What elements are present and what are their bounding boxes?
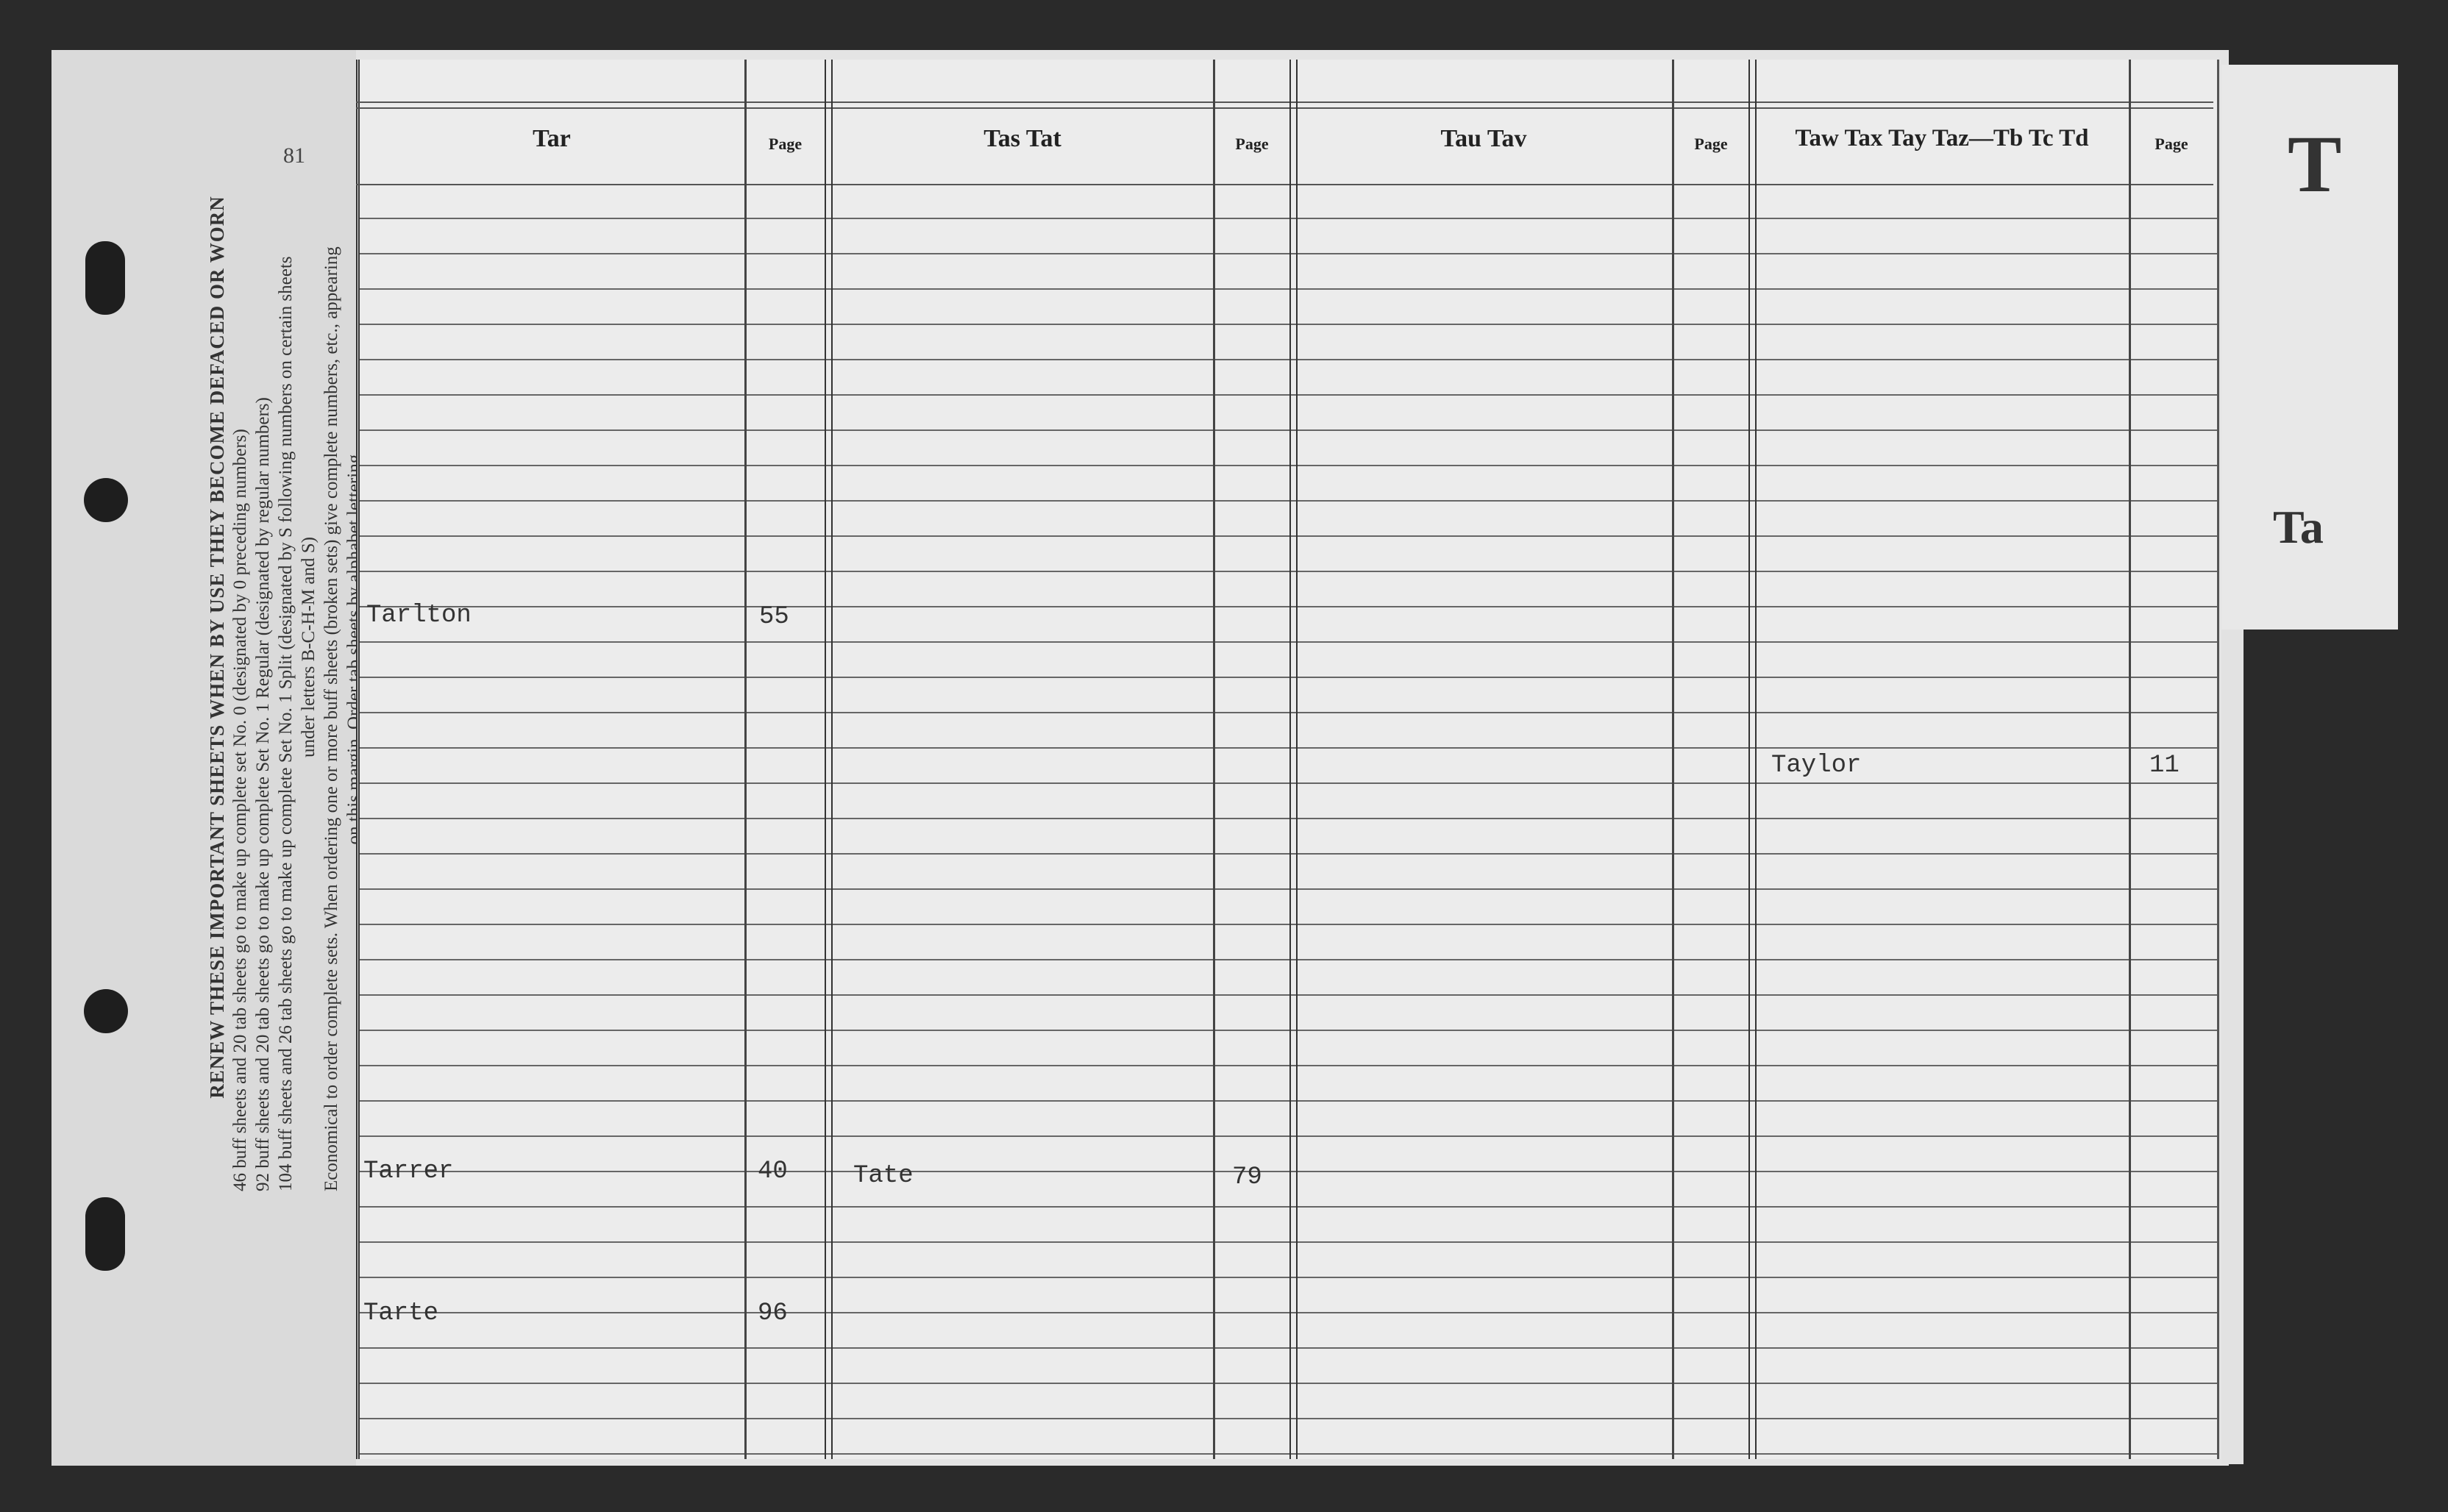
entry-name: Tarte <box>363 1299 439 1327</box>
page-header: Page <box>1235 135 1269 153</box>
binder-hole <box>85 241 125 315</box>
entry-page: 11 <box>2149 752 2180 780</box>
column-divider <box>2129 60 2131 1459</box>
page-header: Page <box>1694 135 1728 153</box>
margin-notice: RENEW THESE IMPORTANT SHEETS WHEN BY USE… <box>206 103 364 1191</box>
header-bottom-rule <box>356 184 2213 185</box>
column-header-tas-tat: Tas Tat <box>983 125 1061 152</box>
entry-page: 55 <box>759 603 789 631</box>
index-tab <box>2221 65 2398 630</box>
header-top-rule <box>356 101 2213 103</box>
notice-line: 92 buff sheets and 20 tab sheets go to m… <box>253 397 273 1191</box>
column-header-tau-tav: Tau Tav <box>1440 125 1527 152</box>
column-divider <box>1213 60 1215 1459</box>
ledger-grid <box>356 60 2219 1459</box>
binder-hole <box>84 478 128 522</box>
header-top-rule <box>356 107 2213 109</box>
column-divider <box>1748 60 1757 1459</box>
column-header-taw-td: Taw Tax Tay Taz—Tb Tc Td <box>1795 125 2089 151</box>
entry-name: Tate <box>853 1162 914 1190</box>
notice-line: 104 buff sheets and 26 tab sheets go to … <box>276 256 296 1191</box>
tab-notch <box>2221 630 2244 1464</box>
page-header: Page <box>2155 135 2188 153</box>
column-header-tar: Tar <box>533 125 571 152</box>
tab-sub-letter: Ta <box>2273 501 2324 553</box>
entry-page: 40 <box>758 1158 788 1185</box>
page-header: Page <box>768 135 803 153</box>
column-divider <box>1672 60 1674 1459</box>
notice-title: RENEW THESE IMPORTANT SHEETS WHEN BY USE… <box>206 196 228 1099</box>
entry-page: 96 <box>758 1299 788 1327</box>
notice-line: Economical to order complete sets. When … <box>321 246 341 1191</box>
binder-hole <box>84 989 128 1033</box>
entry-name: Taylor <box>1771 752 1862 780</box>
entry-name: Tarlton <box>366 602 472 630</box>
sheet-number: 81 <box>283 143 305 168</box>
column-divider <box>825 60 833 1459</box>
notice-line: under letters B-C-H-M and S) <box>299 537 319 757</box>
tab-letter: T <box>2288 119 2342 209</box>
column-divider <box>744 60 747 1459</box>
entry-name: Tarrer <box>363 1158 454 1185</box>
binder-hole <box>85 1197 125 1271</box>
notice-line: 46 buff sheets and 20 tab sheets go to m… <box>230 429 250 1191</box>
entry-page: 79 <box>1232 1163 1262 1191</box>
column-divider <box>1289 60 1298 1459</box>
